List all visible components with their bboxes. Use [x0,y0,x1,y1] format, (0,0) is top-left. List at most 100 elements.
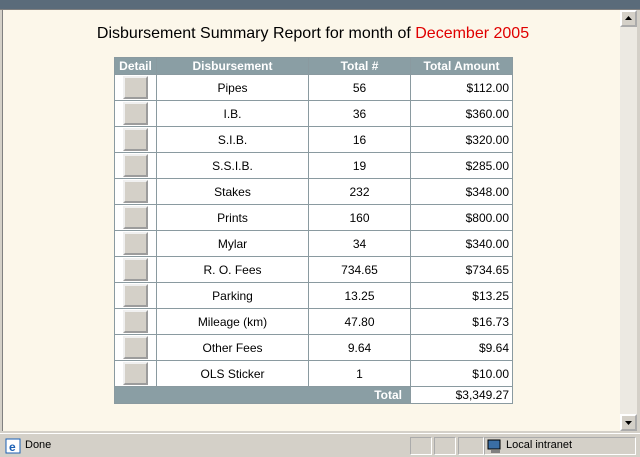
disbursement-cell: I.B. [156,100,309,127]
count-cell: 160 [308,204,411,231]
column-header: Total Amount [410,57,513,75]
table-row: Parking 13.25 $13.25 [114,282,513,309]
table-row: R. O. Fees 734.65 $734.65 [114,256,513,283]
count-cell: 36 [308,100,411,127]
table-row: S.I.B. 16 $320.00 [114,126,513,153]
scroll-down[interactable] [620,414,637,431]
detail-button[interactable] [123,206,148,229]
disbursement-cell: Stakes [156,178,309,205]
amount-cell: $285.00 [410,152,513,179]
column-header: Total # [308,57,411,75]
amount-cell: $360.00 [410,100,513,127]
count-cell: 9.64 [308,334,411,361]
amount-cell: $16.73 [410,308,513,335]
amount-cell: $13.25 [410,282,513,309]
count-cell: 13.25 [308,282,411,309]
zone-text: Local intranet [506,439,573,451]
table-row: Other Fees 9.64 $9.64 [114,334,513,361]
count-cell: 232 [308,178,411,205]
status-panel [434,437,456,455]
table-row: Prints 160 $800.00 [114,204,513,231]
page-content: Disbursement Summary Report for month of… [2,10,621,431]
detail-button[interactable] [123,362,148,385]
detail-button[interactable] [123,310,148,333]
header-row: Detail Disbursement Total # Total Amount [114,57,513,75]
status-text: Done [25,439,52,451]
count-cell: 56 [308,74,411,101]
detail-cell [114,282,157,309]
detail-button[interactable] [123,128,148,151]
title-bar [0,0,640,10]
detail-cell [114,230,157,257]
zone-panel: Local intranet [484,437,636,455]
disbursement-cell: S.S.I.B. [156,152,309,179]
detail-button[interactable] [123,102,148,125]
column-header: Disbursement [156,57,309,75]
detail-button[interactable] [123,180,148,203]
table-row: I.B. 36 $360.00 [114,100,513,127]
count-cell: 47.80 [308,308,411,335]
detail-cell [114,126,157,153]
amount-cell: $320.00 [410,126,513,153]
status-panel [458,437,484,455]
report-title: Disbursement Summary Report for month of… [3,25,623,43]
detail-cell [114,152,157,179]
title-month: December 2005 [415,25,530,42]
amount-cell: $348.00 [410,178,513,205]
status-panel [410,437,432,455]
disbursement-cell: R. O. Fees [156,256,309,283]
amount-cell: $10.00 [410,360,513,387]
status-bar: e Done Local intranet [0,433,640,457]
scroll-up[interactable] [620,10,637,27]
scrollbar [620,10,637,431]
detail-cell [114,334,157,361]
disbursement-cell: Mileage (km) [156,308,309,335]
detail-cell [114,204,157,231]
disbursement-cell: S.I.B. [156,126,309,153]
table-row: Stakes 232 $348.00 [114,178,513,205]
detail-cell [114,360,157,387]
amount-cell: $800.00 [410,204,513,231]
total-label: Total [114,386,411,404]
count-cell: 34 [308,230,411,257]
table-row: Mylar 34 $340.00 [114,230,513,257]
total-row: Total $3,349.27 [114,386,513,404]
detail-button[interactable] [123,76,148,99]
disbursement-cell: Mylar [156,230,309,257]
disbursement-cell: Other Fees [156,334,309,361]
count-cell: 16 [308,126,411,153]
detail-button[interactable] [123,284,148,307]
column-header: Detail [114,57,157,75]
amount-cell: $9.64 [410,334,513,361]
detail-button[interactable] [123,258,148,281]
table-row: Mileage (km) 47.80 $16.73 [114,308,513,335]
count-cell: 734.65 [308,256,411,283]
table-row: S.S.I.B. 19 $285.00 [114,152,513,179]
disbursement-cell: Parking [156,282,309,309]
total-amount: $3,349.27 [410,386,513,404]
detail-button[interactable] [123,154,148,177]
table-row: Pipes 56 $112.00 [114,74,513,101]
detail-cell [114,100,157,127]
zone-icon [487,439,501,453]
ie-icon: e [5,438,21,454]
detail-cell [114,74,157,101]
amount-cell: $340.00 [410,230,513,257]
amount-cell: $112.00 [410,74,513,101]
disbursement-cell: Pipes [156,74,309,101]
detail-cell [114,178,157,205]
detail-cell [114,308,157,335]
summary-table: Detail Disbursement Total # Total Amount Pip… [114,57,513,404]
detail-button[interactable] [123,336,148,359]
table-row: OLS Sticker 1 $10.00 [114,360,513,387]
detail-button[interactable] [123,232,148,255]
title-text: Disbursement Summary Report for month of [96,25,411,42]
disbursement-cell: Prints [156,204,309,231]
count-cell: 1 [308,360,411,387]
count-cell: 19 [308,152,411,179]
amount-cell: $734.65 [410,256,513,283]
svg-text:e: e [9,440,16,454]
detail-cell [114,256,157,283]
disbursement-cell: OLS Sticker [156,360,309,387]
